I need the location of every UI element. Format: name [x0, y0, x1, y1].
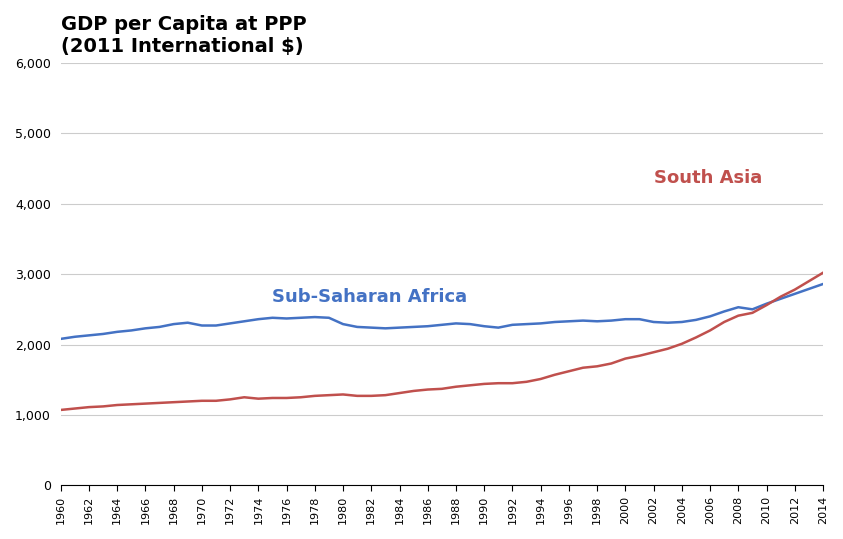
Text: GDP per Capita at PPP
(2011 International $): GDP per Capita at PPP (2011 Internationa…	[61, 15, 306, 56]
Text: South Asia: South Asia	[653, 169, 762, 186]
Text: Sub-Saharan Africa: Sub-Saharan Africa	[272, 288, 468, 306]
